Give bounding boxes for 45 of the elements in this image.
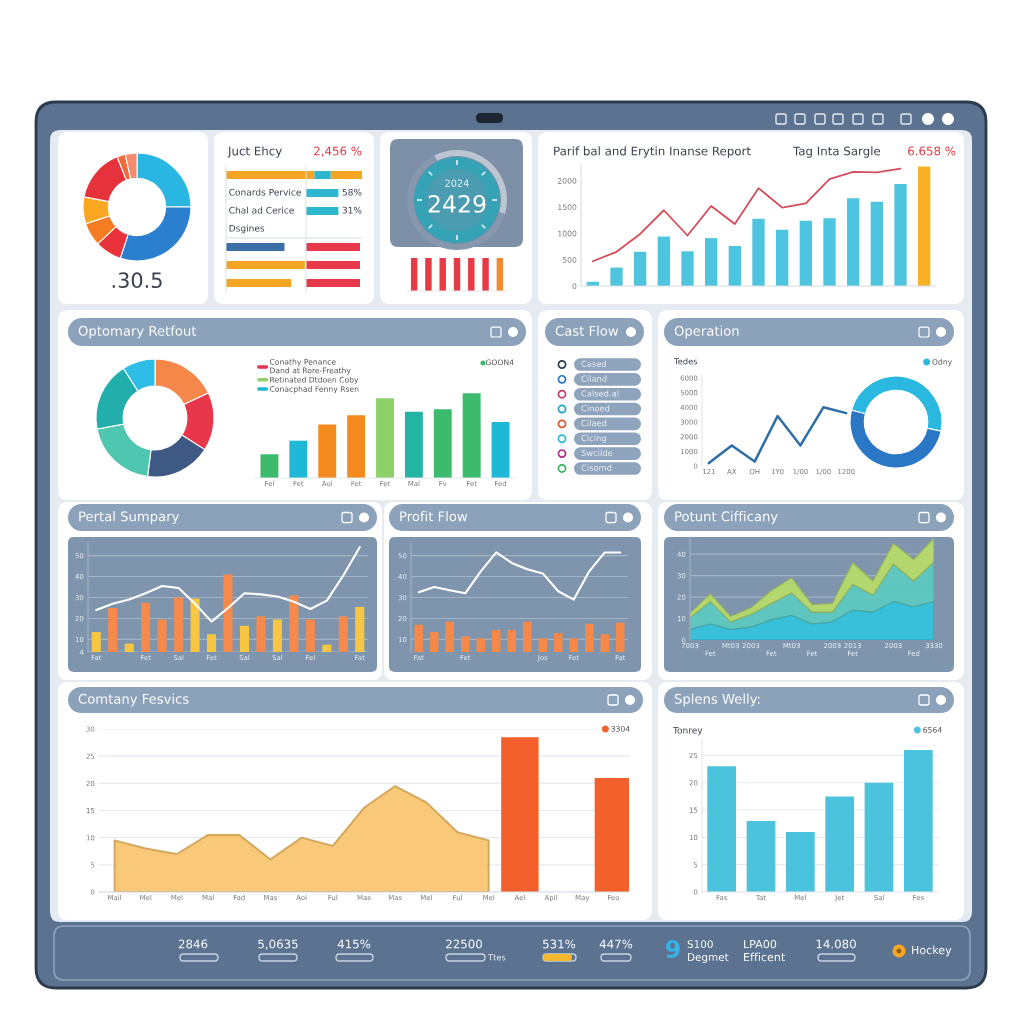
text: Ciland (581, 375, 607, 382)
chart-title: Splens Welly: (674, 693, 760, 707)
text: Calsed.al (581, 390, 619, 397)
y-tick-label: Chal ad Cerice (229, 206, 294, 214)
chart-title: Profit Flow (400, 511, 468, 522)
text: 2846 (178, 939, 208, 949)
text: Ttes (487, 954, 506, 961)
annotation: 58% (342, 188, 362, 196)
chart-title: Pertal Sumpary (79, 511, 180, 524)
chart-title: Parif bal and Erytin Inanse Report (554, 146, 751, 158)
text: 531% (543, 939, 576, 949)
annotation: 31% (342, 206, 362, 214)
y-axis-title: Tedes (673, 357, 698, 365)
y-tick-label: Conards Pervice (229, 188, 301, 196)
text: LPA00 (744, 939, 777, 949)
text: 14.080 (816, 939, 856, 949)
text: Cased (581, 360, 606, 367)
text: 2024 (445, 179, 469, 187)
text: Cisomd (581, 464, 612, 471)
text: 447% (599, 939, 633, 949)
text: Degmet (688, 953, 729, 964)
y-tick-label: Dsgines (229, 224, 265, 234)
text: Cinoed (581, 405, 610, 412)
text: 5,0635 (258, 939, 298, 950)
text: 6.658 % (908, 146, 956, 156)
text: S100 (687, 940, 713, 949)
text: 2429 (428, 194, 486, 213)
text: Cilaed (581, 419, 607, 427)
text: Cast Flow (555, 325, 619, 336)
text: 22500 (446, 939, 482, 949)
chart-subtitle: Tag Inta Sargle (792, 146, 881, 158)
chart-subtitle: 2,456 % (314, 146, 362, 157)
text: Cicing (581, 434, 606, 443)
chart-title: Operation (674, 325, 739, 339)
chart-title: Potunt Cifficany (675, 511, 778, 524)
chart-title: Juct Ehcy (227, 146, 282, 158)
chart-title: Optomary Retfout (78, 325, 197, 339)
text: Efficent (744, 952, 786, 962)
text: Hockey (912, 945, 952, 957)
y-axis-title: Tonrey (672, 726, 703, 736)
text: 415% (337, 939, 371, 949)
text: Swcilde (581, 449, 613, 457)
chart-title: Comtany Fesvics (78, 693, 189, 707)
text: 9 (666, 940, 680, 958)
text: .30.5 (112, 272, 162, 289)
